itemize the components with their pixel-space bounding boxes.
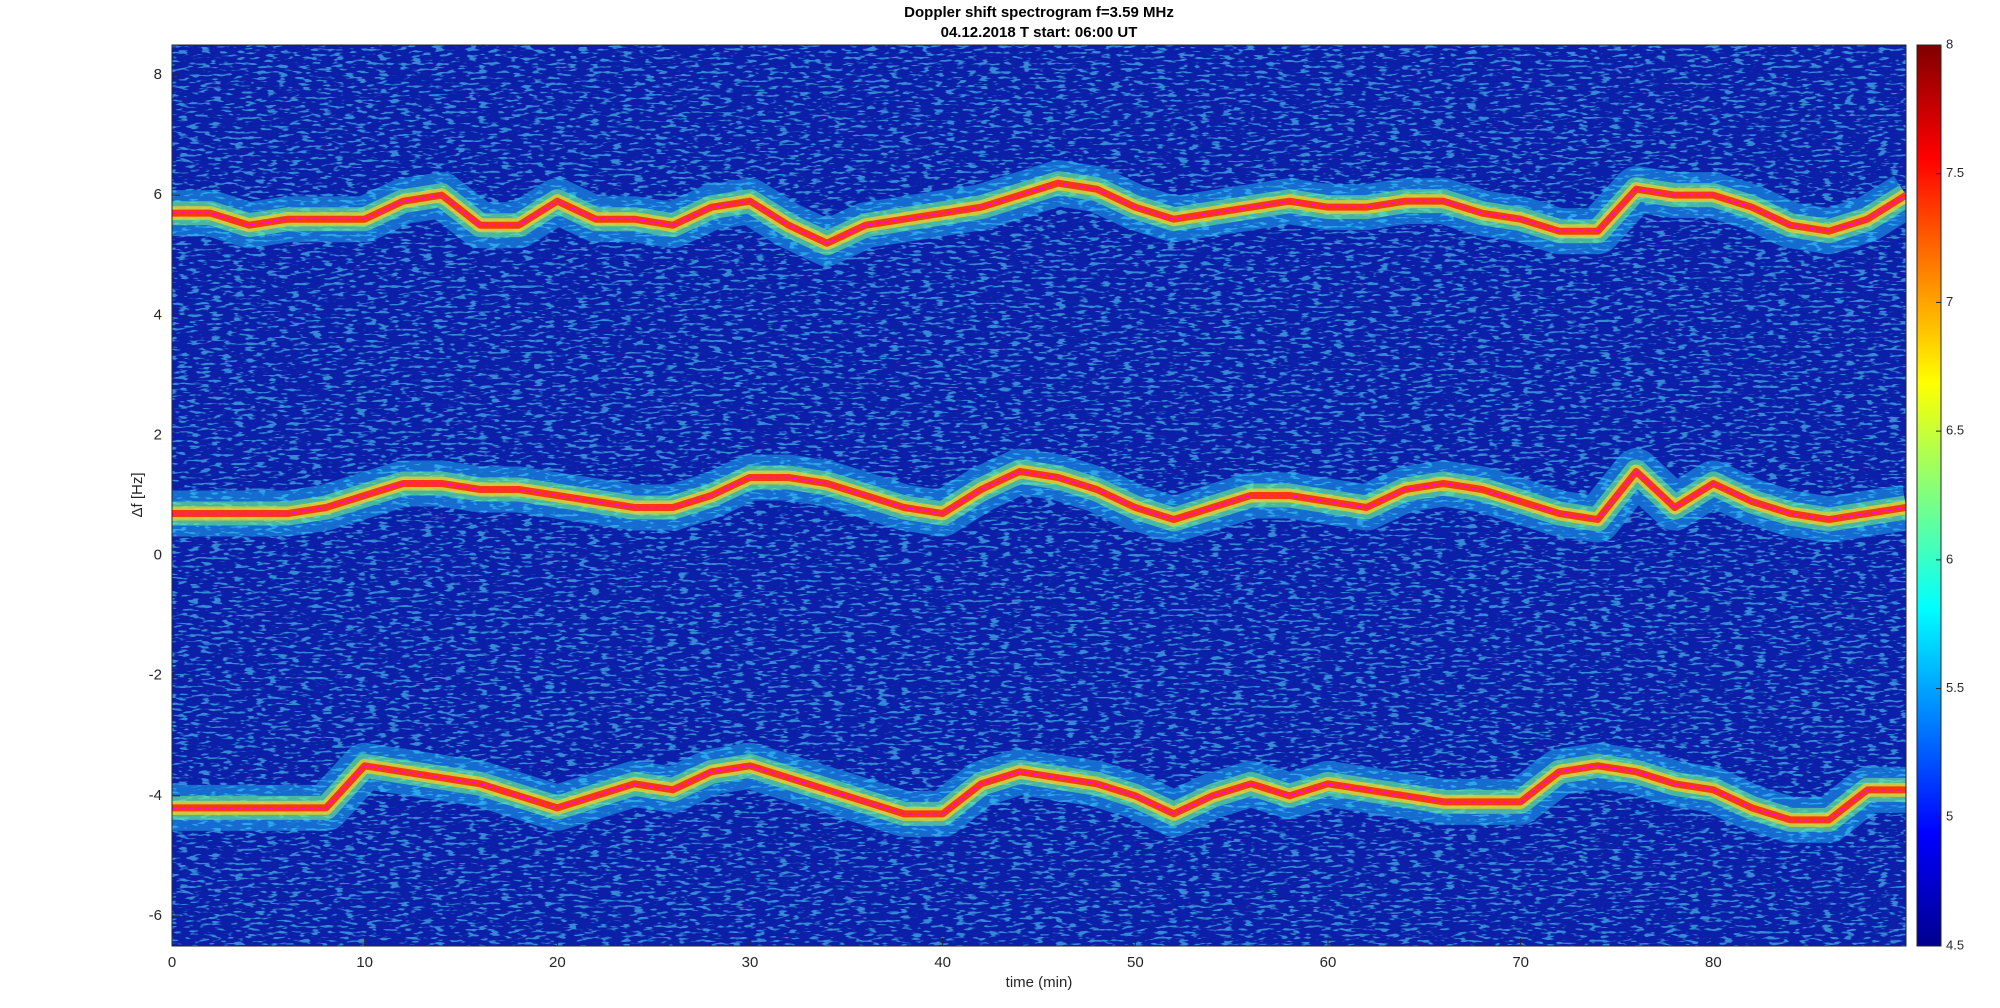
colorbar-tick-label: 4.5: [1946, 937, 1964, 952]
colorbar-tick-label: 7: [1946, 294, 1953, 309]
y-tick-label: -2: [149, 667, 162, 684]
y-tick-label: 8: [154, 66, 162, 83]
colorbar-tick-label: 6: [1946, 551, 1953, 566]
chart-subtitle: 04.12.2018 T start: 06:00 UT: [941, 24, 1138, 41]
x-tick-label: 60: [1320, 954, 1337, 971]
chart-title: Doppler shift spectrogram f=3.59 MHz: [904, 4, 1174, 21]
trace-line: [172, 182, 1906, 245]
plot-frame: [171, 44, 1907, 947]
trace-line: [172, 470, 1906, 521]
colorbar-tick-label: 7.5: [1946, 165, 1964, 180]
plot-area: [172, 160, 1906, 843]
x-tick-label: 80: [1705, 954, 1722, 971]
x-tick-label: 70: [1512, 954, 1529, 971]
y-tick-label: 4: [154, 306, 162, 323]
y-tick-label: 2: [154, 426, 162, 443]
y-tick-label: 0: [154, 547, 162, 564]
x-tick-label: 0: [168, 954, 176, 971]
colorbar-tick-label: 5.5: [1946, 680, 1964, 695]
x-axis-label: time (min): [1006, 974, 1073, 991]
colorbar-tick-label: 8: [1946, 36, 1953, 51]
y-tick-label: -4: [149, 787, 162, 804]
trace-line: [172, 764, 1906, 821]
colorbar-tick-label: 6.5: [1946, 423, 1964, 438]
x-tick-label: 50: [1127, 954, 1144, 971]
y-tick-label: -6: [149, 907, 162, 924]
colorbar-tick-label: 5: [1946, 809, 1953, 824]
x-tick-label: 20: [549, 954, 566, 971]
colorbar: [1916, 44, 1942, 947]
x-tick-label: 30: [742, 954, 759, 971]
y-tick-label: 6: [154, 186, 162, 203]
x-tick-label: 10: [356, 954, 373, 971]
y-axis-label: Δf [Hz]: [129, 472, 146, 517]
x-tick-label: 40: [934, 954, 951, 971]
